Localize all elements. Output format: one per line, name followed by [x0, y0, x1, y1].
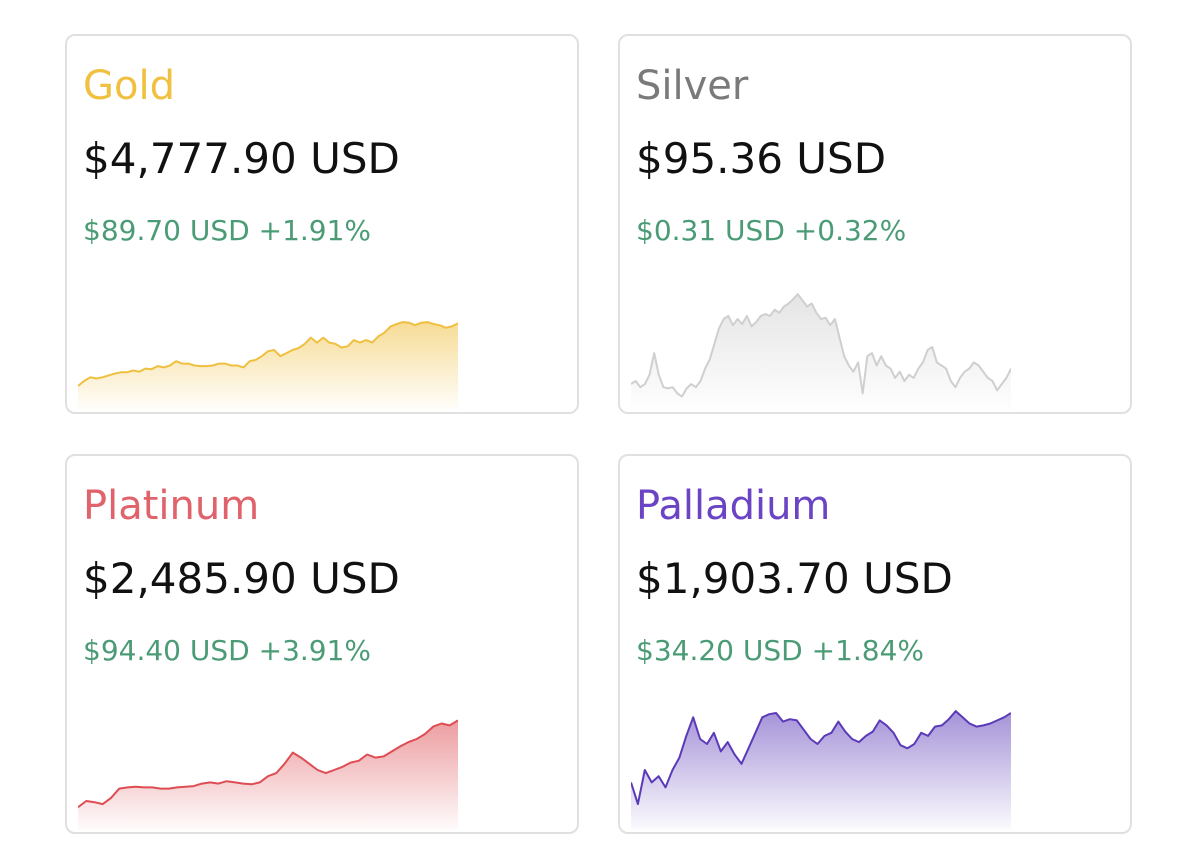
sparkline-line [631, 293, 1011, 398]
sparkline-area [631, 294, 1011, 410]
sparkline-gold [78, 321, 458, 410]
card-palladium[interactable]: Palladium $1,903.70 USD $34.20 USD +1.84… [618, 454, 1132, 834]
price-palladium: $1,903.70 USD [636, 554, 953, 603]
sparkline-area [631, 711, 1011, 830]
sparkline-area [78, 720, 458, 830]
card-platinum[interactable]: Platinum $2,485.90 USD $94.40 USD +3.91% [65, 454, 579, 834]
sparkline-line [631, 710, 1011, 806]
change-platinum: $94.40 USD +3.91% [83, 634, 372, 667]
change-gold: $89.70 USD +1.91% [83, 214, 372, 247]
card-gold[interactable]: Gold $4,777.90 USD $89.70 USD +1.91% [65, 34, 579, 414]
sparkline-area [78, 322, 458, 410]
sparkline-platinum [78, 719, 458, 830]
card-silver[interactable]: Silver $95.36 USD $0.31 USD +0.32% [618, 34, 1132, 414]
price-silver: $95.36 USD [636, 134, 887, 183]
metal-name-silver: Silver [636, 63, 749, 109]
metal-name-gold: Gold [83, 63, 175, 109]
metal-name-palladium: Palladium [636, 483, 831, 529]
sparkline-silver [631, 293, 1011, 410]
price-platinum: $2,485.90 USD [83, 554, 400, 603]
change-silver: $0.31 USD +0.32% [636, 214, 907, 247]
metal-name-platinum: Platinum [83, 483, 260, 529]
sparkline-line [78, 321, 458, 387]
price-gold: $4,777.90 USD [83, 134, 400, 183]
sparkline-palladium [631, 710, 1011, 830]
change-palladium: $34.20 USD +1.84% [636, 634, 925, 667]
sparkline-line [78, 719, 458, 809]
